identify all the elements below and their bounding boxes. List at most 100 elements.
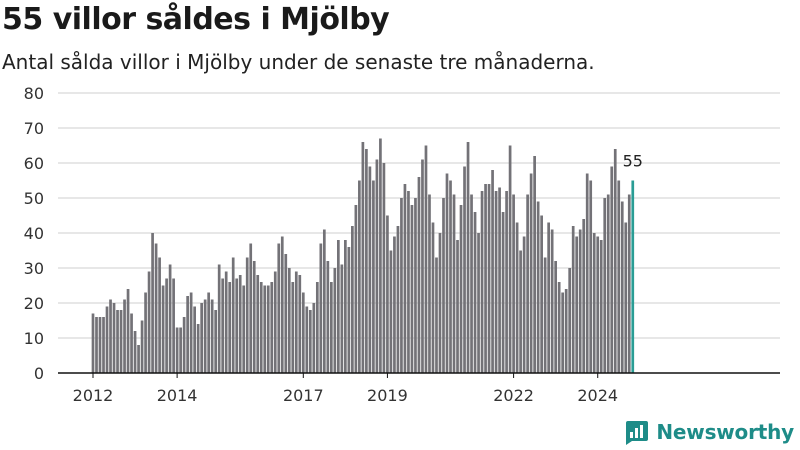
bar xyxy=(547,222,550,373)
bar xyxy=(550,229,554,373)
bar xyxy=(386,215,389,373)
bar xyxy=(424,145,428,373)
bar xyxy=(365,149,368,373)
bar xyxy=(214,310,218,373)
bar xyxy=(575,236,579,373)
bar xyxy=(491,170,494,373)
x-tick-label: 2012 xyxy=(73,386,114,405)
bar xyxy=(561,292,565,373)
bar xyxy=(442,198,445,373)
brand-name: Newsworthy xyxy=(656,420,794,444)
bar xyxy=(519,250,522,373)
bar xyxy=(347,247,351,373)
bar xyxy=(375,159,379,373)
bar xyxy=(186,296,189,373)
bar xyxy=(536,201,540,373)
bar xyxy=(480,191,484,373)
bar xyxy=(263,285,267,373)
bar xyxy=(410,205,414,373)
bar xyxy=(505,191,508,373)
bar xyxy=(329,282,333,373)
bar xyxy=(512,194,515,373)
bar xyxy=(270,282,274,373)
bar xyxy=(571,226,575,373)
bar xyxy=(529,173,533,373)
bar xyxy=(382,163,386,373)
bar xyxy=(484,184,487,373)
bar xyxy=(445,173,449,373)
bar xyxy=(252,261,256,373)
bar xyxy=(585,173,589,373)
bar xyxy=(91,313,95,373)
bar xyxy=(372,180,375,373)
newsworthy-logo-icon xyxy=(626,421,649,445)
bar xyxy=(599,240,603,373)
bar xyxy=(554,261,558,373)
bar xyxy=(161,285,165,373)
bar xyxy=(564,289,568,373)
bar xyxy=(477,233,480,373)
bar xyxy=(235,278,239,373)
bar xyxy=(431,222,435,373)
bar-highlight xyxy=(631,180,635,373)
y-tick-label: 60 xyxy=(24,154,44,173)
bar xyxy=(456,240,459,373)
bar xyxy=(95,317,98,373)
bar xyxy=(344,240,347,373)
highlight-value-label: 55 xyxy=(623,152,643,171)
bar xyxy=(428,194,431,373)
bar xyxy=(259,282,263,373)
bar xyxy=(207,292,211,373)
bar xyxy=(361,142,365,373)
bar xyxy=(368,166,372,373)
bar xyxy=(407,191,410,373)
bar xyxy=(98,317,102,373)
bar xyxy=(624,222,628,373)
bar xyxy=(578,229,582,373)
y-tick-label: 30 xyxy=(24,259,44,278)
bar xyxy=(617,180,621,373)
bar xyxy=(151,233,154,373)
bar xyxy=(522,236,526,373)
y-tick-label: 0 xyxy=(34,364,44,383)
bar xyxy=(294,271,298,373)
bar xyxy=(417,177,421,373)
bar xyxy=(508,145,512,373)
bar xyxy=(140,320,144,373)
y-tick-label: 80 xyxy=(24,84,44,103)
bar xyxy=(196,324,200,373)
bar xyxy=(175,327,179,373)
bar xyxy=(154,243,158,373)
x-tick-label: 2019 xyxy=(367,386,408,405)
bar xyxy=(589,180,593,373)
y-tick-label: 70 xyxy=(24,119,44,138)
brand: Newsworthy xyxy=(623,419,794,445)
bar xyxy=(337,240,340,373)
bar xyxy=(533,156,536,373)
bar xyxy=(189,292,193,373)
bar xyxy=(165,278,168,373)
bar xyxy=(312,303,316,373)
bar xyxy=(168,264,172,373)
bar xyxy=(301,292,305,373)
bar xyxy=(109,299,112,373)
bar xyxy=(322,229,326,373)
bar xyxy=(284,254,288,373)
bar xyxy=(319,243,323,373)
bar xyxy=(610,166,614,373)
bar xyxy=(487,184,491,373)
bar xyxy=(459,205,463,373)
bar xyxy=(137,345,140,373)
x-tick-label: 2022 xyxy=(493,386,534,405)
bar xyxy=(557,282,561,373)
bar xyxy=(613,149,617,373)
bar xyxy=(596,236,600,373)
y-tick-label: 20 xyxy=(24,294,44,313)
bar xyxy=(133,331,137,373)
bar xyxy=(277,243,281,373)
bar xyxy=(473,212,477,373)
bar xyxy=(228,282,232,373)
bar xyxy=(217,264,221,373)
bar xyxy=(266,285,270,373)
bar xyxy=(540,215,543,373)
